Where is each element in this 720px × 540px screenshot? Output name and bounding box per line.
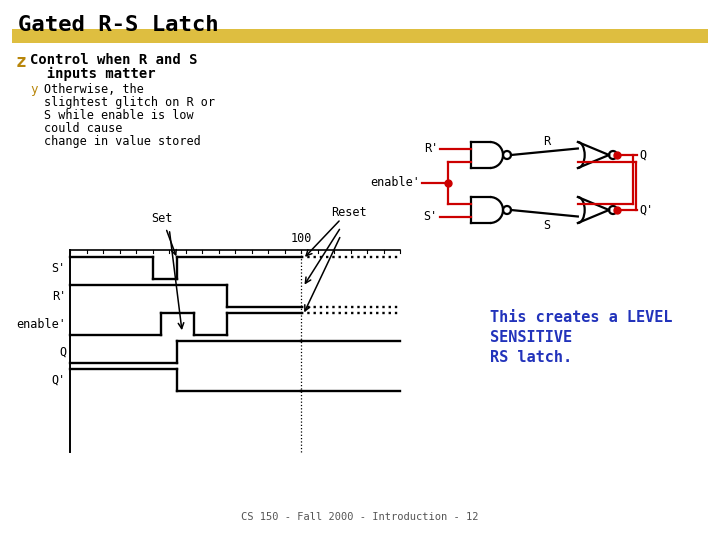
- Text: S: S: [543, 219, 550, 232]
- Text: S while enable is low: S while enable is low: [44, 109, 194, 122]
- Text: R': R': [424, 142, 438, 155]
- Text: SENSITIVE: SENSITIVE: [490, 330, 572, 345]
- Text: CS 150 - Fall 2000 - Introduction - 12: CS 150 - Fall 2000 - Introduction - 12: [241, 512, 479, 522]
- Text: enable': enable': [16, 318, 66, 330]
- Text: S': S': [52, 261, 66, 274]
- Text: Reset: Reset: [331, 206, 366, 219]
- Text: Q': Q': [52, 374, 66, 387]
- Text: Otherwise, the: Otherwise, the: [44, 83, 144, 96]
- Text: Set: Set: [152, 212, 176, 255]
- Text: Gated R-S Latch: Gated R-S Latch: [18, 15, 219, 35]
- Text: R': R': [52, 289, 66, 302]
- Text: enable': enable': [370, 176, 420, 189]
- Text: change in value stored: change in value stored: [44, 135, 201, 148]
- Text: R: R: [543, 135, 550, 148]
- Text: S': S': [424, 210, 438, 223]
- Text: Q: Q: [639, 148, 646, 161]
- Text: could cause: could cause: [44, 122, 122, 135]
- Text: y: y: [30, 83, 37, 96]
- Bar: [12, 29, 708, 43]
- Text: This creates a LEVEL: This creates a LEVEL: [490, 310, 672, 325]
- Text: slightest glitch on R or: slightest glitch on R or: [44, 96, 215, 109]
- Text: Control when R and S: Control when R and S: [30, 53, 197, 67]
- Text: inputs matter: inputs matter: [30, 67, 156, 81]
- Text: RS latch.: RS latch.: [490, 350, 572, 365]
- Text: Q': Q': [639, 204, 653, 217]
- Text: Q: Q: [59, 346, 66, 359]
- Text: z: z: [16, 53, 27, 71]
- Text: 100: 100: [290, 232, 312, 245]
